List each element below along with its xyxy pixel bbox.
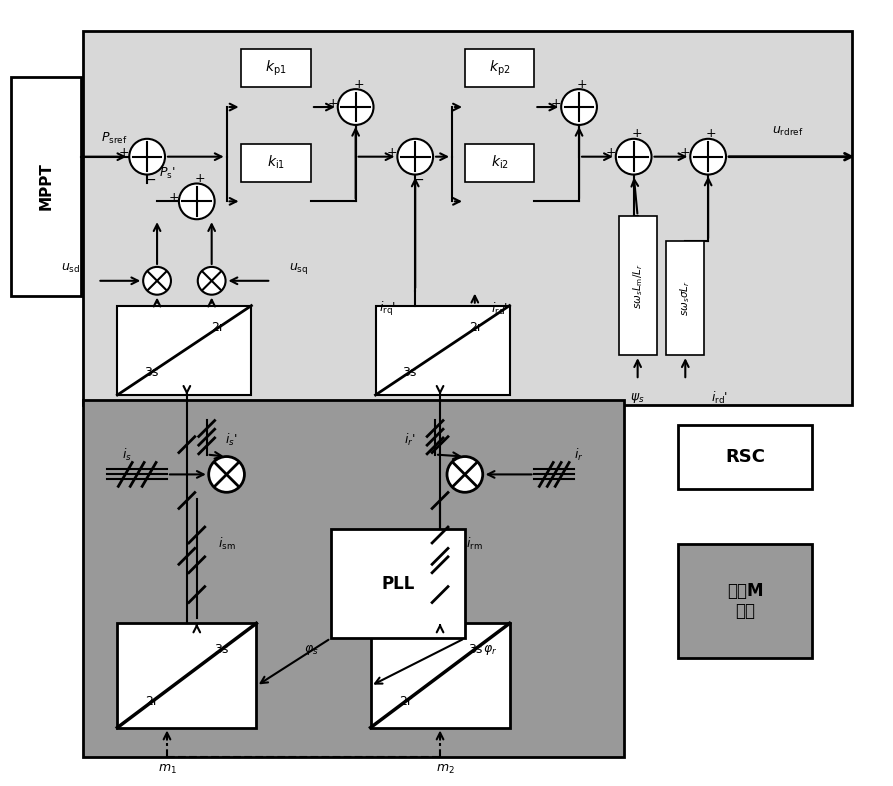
Bar [117, 623, 256, 728]
Text: +: + [328, 97, 338, 109]
Text: $i_s$: $i_s$ [122, 446, 132, 463]
Text: 2r: 2r [399, 695, 412, 708]
Text: +: + [605, 146, 616, 160]
Circle shape [129, 139, 165, 174]
Circle shape [447, 457, 483, 492]
Bar [465, 144, 534, 182]
Circle shape [179, 183, 214, 219]
Text: +: + [577, 78, 588, 90]
Bar [679, 544, 813, 658]
Text: −: − [145, 172, 156, 186]
Text: $k_{\rm i2}$: $k_{\rm i2}$ [490, 154, 509, 171]
Text: 3s: 3s [402, 366, 416, 379]
Bar [11, 77, 80, 296]
Text: +: + [705, 127, 716, 141]
Text: +: + [631, 127, 642, 141]
Text: $s\omega_s\sigma L_r$: $s\omega_s\sigma L_r$ [679, 281, 692, 316]
Circle shape [209, 457, 245, 492]
Circle shape [561, 89, 597, 125]
Text: $i_s$': $i_s$' [225, 432, 238, 448]
Text: +: + [119, 146, 129, 160]
Text: 2r: 2r [146, 695, 159, 708]
Text: 2r: 2r [212, 321, 224, 335]
Text: +: + [354, 78, 364, 90]
Circle shape [397, 139, 433, 174]
Text: MPPT: MPPT [38, 163, 54, 211]
Bar [117, 306, 252, 395]
Text: PLL: PLL [381, 575, 414, 593]
Bar [82, 400, 623, 758]
Text: +: + [551, 97, 562, 109]
Bar [465, 50, 534, 87]
Text: $i_r$': $i_r$' [405, 432, 416, 448]
Circle shape [143, 267, 171, 295]
Circle shape [690, 139, 726, 174]
Bar [371, 623, 510, 728]
Text: $m_2$: $m_2$ [436, 762, 455, 776]
Text: $u_{\rm sq}$: $u_{\rm sq}$ [289, 262, 308, 277]
Text: $i_r$: $i_r$ [574, 446, 584, 463]
Text: +: + [680, 146, 690, 160]
Circle shape [197, 267, 226, 295]
Text: $i_{\rm sm}$: $i_{\rm sm}$ [218, 536, 236, 552]
Text: $P_{\rm sref}$: $P_{\rm sref}$ [101, 131, 128, 146]
Bar [666, 241, 705, 355]
Text: $P_{\rm s}$': $P_{\rm s}$' [159, 166, 175, 181]
Bar [375, 306, 510, 395]
Text: $k_{\rm p2}$: $k_{\rm p2}$ [488, 59, 510, 78]
Text: +: + [169, 191, 179, 204]
Circle shape [616, 139, 652, 174]
Text: $k_{\rm p1}$: $k_{\rm p1}$ [265, 59, 287, 78]
Text: 2r: 2r [470, 321, 482, 335]
Text: 3s: 3s [144, 366, 158, 379]
Bar [679, 424, 813, 490]
Circle shape [338, 89, 373, 125]
Text: $\varphi_s$: $\varphi_s$ [304, 643, 318, 657]
Text: +: + [387, 146, 397, 160]
Text: $i_{\rm rm}$: $i_{\rm rm}$ [466, 536, 483, 552]
Text: 3s: 3s [214, 643, 229, 656]
Bar [82, 31, 852, 405]
Text: 三相M
序列: 三相M 序列 [727, 582, 764, 620]
Bar [241, 144, 311, 182]
Text: +: + [195, 172, 205, 185]
Text: $\varphi_r$: $\varphi_r$ [482, 643, 497, 657]
Text: $\psi_s$: $\psi_s$ [630, 391, 645, 405]
Text: −: − [413, 172, 424, 186]
Bar [330, 529, 465, 638]
Text: $m_1$: $m_1$ [157, 762, 177, 776]
Text: $i_{\rm rq}$': $i_{\rm rq}$' [379, 299, 396, 318]
Text: $i_{\rm rd}$': $i_{\rm rd}$' [712, 390, 729, 406]
Bar [241, 50, 311, 87]
Text: $s\omega_s L_{\rm m}/L_r$: $s\omega_s L_{\rm m}/L_r$ [630, 263, 645, 309]
Text: RSC: RSC [725, 448, 765, 466]
Text: 3s: 3s [468, 643, 482, 656]
Text: $i_{\rm rd}$': $i_{\rm rd}$' [491, 300, 508, 317]
Text: $u_{\rm rdref}$: $u_{\rm rdref}$ [772, 125, 804, 138]
Text: $u_{\rm sd}$: $u_{\rm sd}$ [62, 263, 80, 275]
Text: $k_{\rm i1}$: $k_{\rm i1}$ [267, 154, 285, 171]
Bar [619, 216, 656, 355]
